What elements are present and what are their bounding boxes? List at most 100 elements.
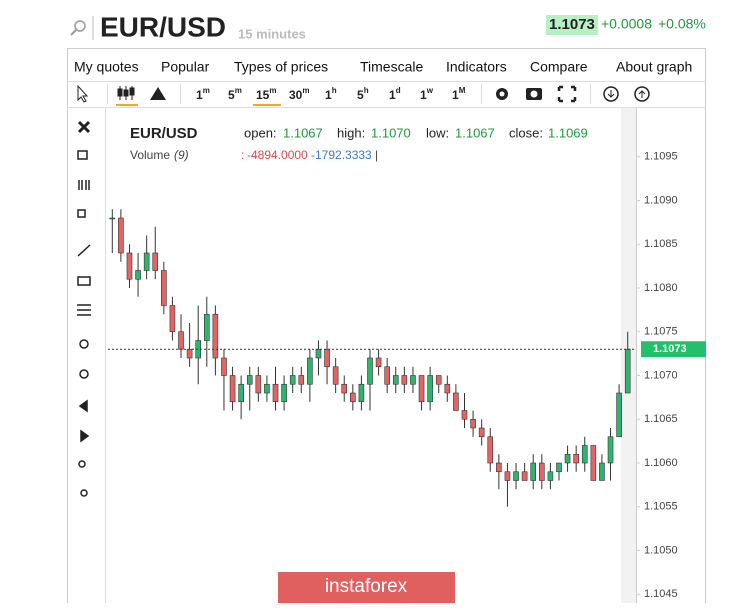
timeframe-unit: w <box>426 86 434 95</box>
header-price: 1.1073 <box>549 16 595 33</box>
candle-body <box>616 392 622 438</box>
timeframe-number: 1 <box>389 88 396 102</box>
menu-item[interactable]: Types of prices <box>234 59 328 75</box>
plot: 1.1073 <box>108 209 706 507</box>
candle-body <box>427 375 433 403</box>
volume-value-2: -1792.3333 <box>311 148 372 162</box>
remove-tool[interactable] <box>80 489 88 497</box>
candle-body <box>350 392 356 403</box>
candle-body <box>564 453 571 464</box>
add-tool[interactable] <box>78 460 86 468</box>
forward-tool[interactable] <box>80 429 90 443</box>
y-tick-label: 1.1090 <box>644 194 678 206</box>
candle-body <box>581 445 588 464</box>
candle-body <box>135 270 141 280</box>
header-change: +0.0008 <box>601 16 652 32</box>
timeframe-button[interactable]: 1M <box>452 86 466 102</box>
y-tick-label: 1.1095 <box>644 151 678 163</box>
candle-body <box>332 366 339 385</box>
candle-body <box>607 436 614 464</box>
timeframe-button[interactable]: 5h <box>357 86 369 102</box>
candle-body <box>143 252 150 271</box>
candle-body <box>539 462 545 481</box>
candle-body <box>324 348 330 368</box>
high-value: 1.1070 <box>371 125 411 140</box>
settings-icon-hole <box>499 91 505 97</box>
low-value: 1.1067 <box>455 125 495 140</box>
candle-body <box>289 375 296 385</box>
watermark-box <box>278 572 455 603</box>
area-icon[interactable] <box>150 87 166 100</box>
y-tick-label: 1.1085 <box>644 238 678 250</box>
upload-icon[interactable] <box>634 86 650 102</box>
timeframe-button[interactable]: 5m <box>228 86 242 102</box>
timeframe-button[interactable]: 1w <box>420 86 434 102</box>
menu-item[interactable]: Timescale <box>360 59 423 75</box>
candle-body <box>461 410 468 420</box>
symbol: EUR/USD <box>100 11 226 42</box>
timeframe-number: 1 <box>420 88 427 102</box>
candle-body <box>118 217 124 254</box>
watermark: instaforex <box>325 576 408 597</box>
candle-body <box>315 348 322 359</box>
menu-item[interactable]: Indicators <box>446 59 507 75</box>
fib-tool[interactable] <box>77 304 91 316</box>
timeframe-unit: h <box>364 86 369 95</box>
candle-body <box>126 252 133 280</box>
candle-body <box>161 270 167 306</box>
timeframe-button[interactable]: 30m <box>289 86 309 102</box>
y-tick-label: 1.1060 <box>644 457 678 469</box>
menu: My quotes Popular Types of prices Timescale… <box>74 59 692 75</box>
candle-body <box>392 375 399 385</box>
candle-icon[interactable] <box>117 86 135 100</box>
menu-item[interactable]: About graph <box>616 59 692 75</box>
zoom-out-tool[interactable] <box>79 369 89 379</box>
candle-body <box>212 313 219 359</box>
pointer-icon[interactable] <box>77 84 89 103</box>
candle-body <box>272 383 279 403</box>
close-tool[interactable] <box>77 120 91 134</box>
menu-item[interactable]: Popular <box>161 59 210 75</box>
price-highlight <box>546 15 598 35</box>
open-value: 1.1067 <box>283 125 323 140</box>
timeframe-button[interactable]: 1m <box>196 86 210 102</box>
download-icon[interactable] <box>603 86 619 102</box>
timeframe-unit: m <box>235 86 242 95</box>
volume-label: Volume <box>130 148 170 162</box>
menu-item[interactable]: Compare <box>530 59 588 75</box>
timeframe-button[interactable]: 1d <box>389 86 401 102</box>
candle-body <box>496 462 502 473</box>
y-tick-label: 1.1065 <box>644 413 678 425</box>
timeframe-button[interactable]: 1h <box>325 86 337 102</box>
y-tick-label: 1.1050 <box>644 544 678 556</box>
timeframe-number: 30 <box>289 88 303 102</box>
candle-body <box>358 383 365 403</box>
y-tick-label: 1.1055 <box>644 501 678 513</box>
copy-tool[interactable] <box>77 209 86 218</box>
candle-body <box>573 453 579 464</box>
zoom-in-tool[interactable] <box>79 339 89 349</box>
download-arrow <box>607 90 615 98</box>
fullscreen-icon[interactable] <box>557 85 577 103</box>
rect-tool[interactable] <box>77 276 91 286</box>
low-label: low: <box>426 125 449 140</box>
timeframe-unit: h <box>332 86 337 95</box>
timeframe-button[interactable]: 15m <box>256 86 276 102</box>
candle-body <box>375 357 382 368</box>
timeframe-number: 1 <box>452 88 459 102</box>
drawing-tools <box>77 120 91 497</box>
menu-item[interactable]: My quotes <box>74 59 139 75</box>
open-label: open: <box>244 125 277 140</box>
pattern-tool[interactable] <box>78 180 90 190</box>
upload-arrow <box>638 90 646 98</box>
frame <box>67 48 706 608</box>
candle-body <box>624 348 631 394</box>
search-icon[interactable] <box>74 20 86 32</box>
line-tool[interactable] <box>77 244 91 257</box>
candle-body <box>255 375 262 394</box>
back-tool[interactable] <box>78 399 88 413</box>
select-tool[interactable] <box>77 150 88 160</box>
search-icon-handle <box>70 29 77 36</box>
